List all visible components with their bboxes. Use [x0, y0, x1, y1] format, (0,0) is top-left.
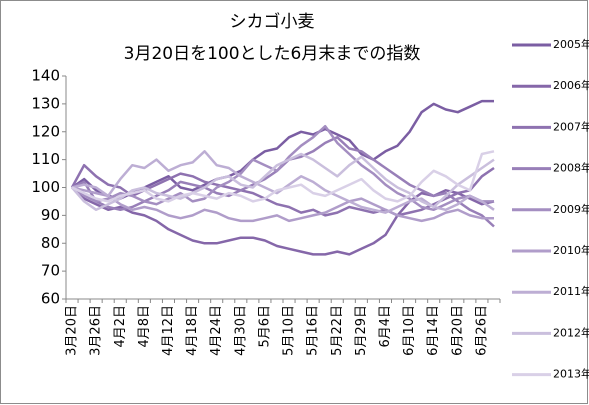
x-tick-label: 3月26日: [89, 305, 104, 356]
x-tick-label: 4月12日: [161, 305, 176, 356]
x-tick-label: 4月2日: [113, 305, 128, 348]
x-tick-label: 4月18日: [185, 305, 200, 356]
chart-subtitle: 3月20日を100とした6月末までの指数: [124, 44, 421, 64]
x-tick-label: 5月29日: [354, 305, 369, 356]
legend-label: 2013年: [553, 367, 589, 381]
x-tick-label: 6月10日: [402, 305, 417, 356]
y-tick-label: 60: [41, 290, 60, 308]
x-tick-label: 6月4日: [378, 305, 393, 348]
series-line: [71, 186, 494, 223]
x-tick-label: 5月6日: [257, 305, 272, 348]
y-tick-label: 100: [31, 178, 60, 196]
legend-label: 2006年: [553, 78, 589, 92]
y-tick-label: 90: [41, 206, 60, 224]
series-line: [71, 124, 494, 212]
x-tick-label: 4月24日: [209, 305, 224, 356]
x-tick-label: 6月26日: [474, 305, 489, 356]
x-tick-label: 5月22日: [330, 305, 345, 356]
legend-label: 2010年: [553, 243, 589, 257]
x-tick-label: 5月10日: [282, 305, 297, 356]
legend-label: 2007年: [553, 119, 589, 133]
series-line: [71, 150, 495, 203]
x-tick-label: 4月8日: [137, 305, 152, 348]
series-line: [71, 186, 495, 256]
legend-label: 2008年: [553, 161, 589, 175]
legend-label: 2011年: [553, 284, 589, 298]
x-tick-label: 6月14日: [426, 305, 441, 356]
y-tick-label: 80: [41, 234, 60, 252]
legend-label: 2005年: [553, 37, 589, 51]
x-tick-label: 6月20日: [450, 305, 465, 356]
chart-title: シカゴ小麦: [230, 11, 315, 32]
legend-label: 2009年: [553, 202, 589, 216]
y-tick-label: 120: [31, 122, 60, 140]
x-tick-label: 5月16日: [306, 305, 321, 356]
legend-label: 2012年: [553, 325, 589, 339]
x-tick-label: 4月30日: [233, 305, 248, 356]
y-tick-label: 130: [31, 94, 60, 112]
y-tick-label: 110: [31, 150, 60, 168]
y-tick-label: 140: [31, 67, 60, 85]
series-line: [71, 152, 495, 212]
y-tick-label: 70: [41, 262, 60, 280]
x-tick-label: 3月20日: [65, 305, 80, 356]
